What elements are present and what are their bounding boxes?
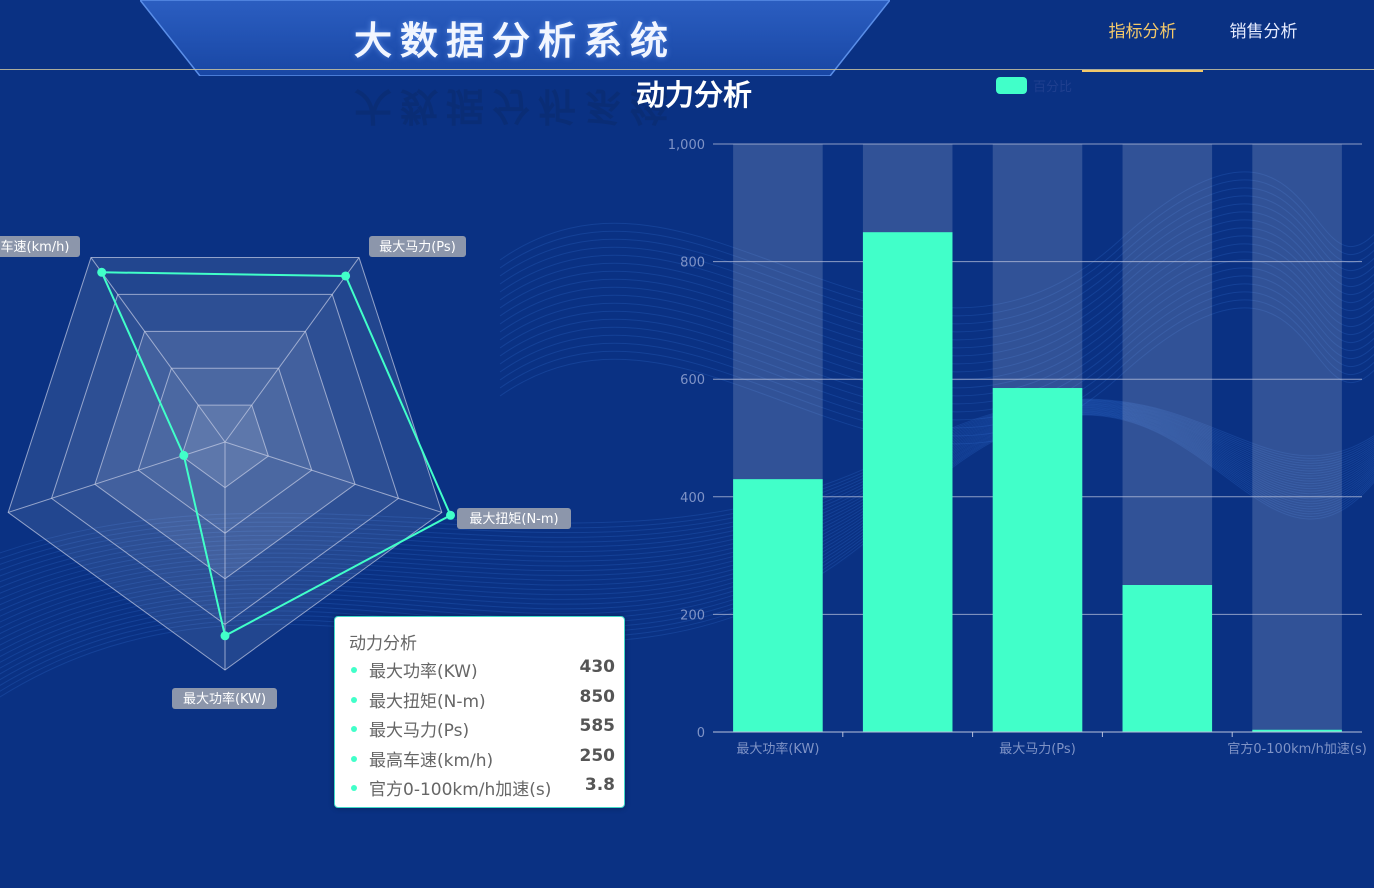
y-tick-label: 1,000	[668, 138, 705, 153]
tooltip-row: 最大扭矩(N-m) 850	[351, 686, 616, 712]
radar-point	[341, 271, 351, 281]
tooltip-row-value: 430	[579, 657, 616, 677]
tooltip-dot	[351, 726, 357, 732]
tooltip-dot	[351, 755, 357, 762]
svg-text:最大扭矩(N-m): 最大扭矩(N-m)	[469, 512, 558, 527]
y-tick-label: 600	[680, 373, 705, 388]
bar-chart-title: 动力分析	[636, 78, 753, 112]
x-tick-label: 最大马力(Ps)	[999, 742, 1076, 757]
svg-text:车速(km/h): 车速(km/h)	[1, 239, 70, 255]
tooltip-row: 最大功率(KW) 430	[351, 657, 616, 682]
bar-chart: 0 200 400 600 800 1,000 最大功率(KW) 最大马力(Ps) 官方0-10…	[668, 138, 1367, 757]
radar-indicator-label: 车速(km/h)	[0, 236, 80, 257]
bar-legend[interactable]: 百分比	[996, 76, 1072, 95]
tooltip-row-name: 最大马力(Ps)	[369, 721, 470, 741]
radar-spoke	[8, 441, 226, 513]
nav-tab-indicator-analysis[interactable]: 指标分析	[1082, 18, 1203, 72]
tooltip-title: 动力分析	[349, 634, 417, 654]
tooltip-dot	[351, 785, 357, 791]
x-tick-label: 官方0-100km/h加速(s)	[1227, 741, 1367, 757]
svg-text:最大马力(Ps): 最大马力(Ps)	[379, 240, 456, 255]
tooltip-row: 最大马力(Ps) 585	[351, 716, 616, 741]
header-divider	[0, 69, 1374, 70]
tooltip-row-name: 最大功率(KW)	[369, 662, 478, 682]
nav-tab-sales-analysis[interactable]: 销售分析	[1229, 22, 1298, 42]
page-title: 大数据分析系统	[353, 19, 676, 63]
radar-point	[179, 450, 189, 460]
y-tick-label: 0	[697, 726, 705, 741]
radar-spoke	[224, 257, 360, 443]
radar-spoke	[90, 257, 226, 443]
svg-text:最大功率(KW): 最大功率(KW)	[183, 691, 266, 707]
y-tick-label: 400	[680, 491, 705, 506]
legend-label: 百分比	[1033, 80, 1073, 95]
tooltip-row-name: 最大扭矩(N-m)	[369, 691, 486, 712]
bar	[992, 388, 1083, 732]
x-tick-label: 最大功率(KW)	[736, 741, 819, 757]
bar-background	[1252, 144, 1342, 732]
radar-point	[220, 631, 230, 641]
radar-chart: 车速(km/h) 最大马力(Ps) 最大扭矩(N-m) 最大功率(KW)	[0, 236, 571, 709]
tooltip-row-name: 官方0-100km/h加速(s)	[369, 780, 552, 800]
title-banner	[140, 0, 890, 76]
radar-series-line	[100, 271, 452, 638]
top-nav: 指标分析 销售分析	[1082, 18, 1324, 72]
radar-point	[97, 267, 107, 277]
y-tick-label: 800	[680, 256, 705, 271]
tooltip-row: 官方0-100km/h加速(s) 3.8	[351, 775, 615, 800]
bar	[1252, 729, 1342, 732]
tooltip-row-value: 585	[579, 716, 616, 736]
y-tick-label: 200	[680, 608, 705, 623]
tooltip-dot	[351, 696, 357, 703]
radar-point	[446, 510, 456, 520]
bar	[862, 232, 953, 732]
radar-spoke	[224, 441, 442, 513]
tooltip-row-value: 3.8	[584, 775, 615, 795]
tooltip-row-name: 最高车速(km/h)	[369, 750, 494, 771]
tooltip-dot	[351, 667, 357, 673]
bar	[1122, 585, 1213, 732]
radar-indicator-label: 最大扭矩(N-m)	[457, 508, 571, 529]
tooltip-row-value: 250	[579, 745, 616, 766]
radar-indicator-label: 最大马力(Ps)	[369, 236, 466, 257]
radar-indicator-label: 最大功率(KW)	[172, 688, 277, 709]
tooltip-row: 最高车速(km/h) 250	[351, 745, 616, 771]
tooltip-row-value: 850	[579, 686, 616, 707]
legend-swatch	[996, 77, 1027, 94]
radar-tooltip: 动力分析 最大功率(KW) 430 最大扭矩(N-m) 850 最大马力(Ps) 585 最…	[334, 616, 625, 808]
bar	[733, 479, 823, 732]
